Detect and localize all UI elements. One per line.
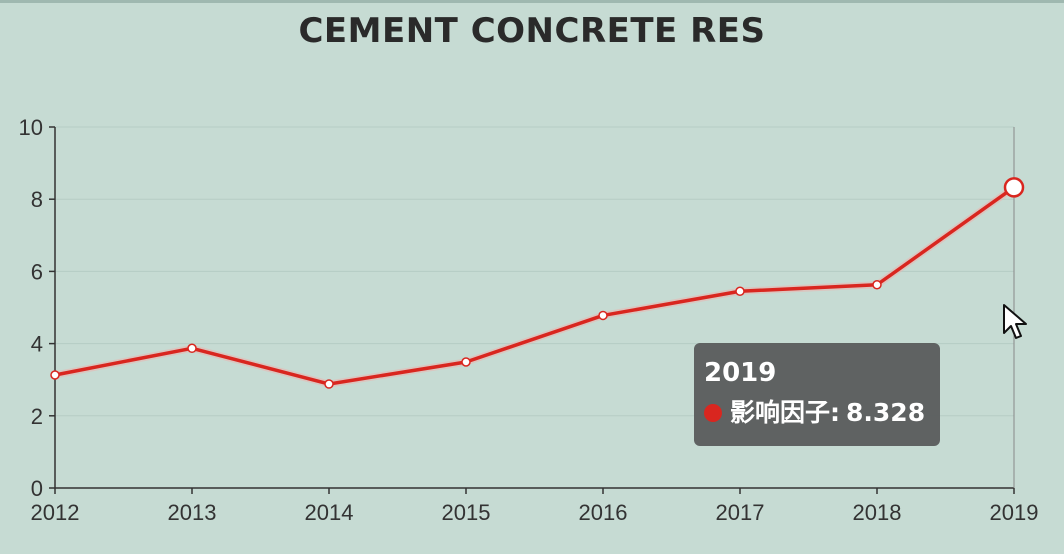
tooltip-value: 8.328 [846,398,926,427]
y-tick-label: 4 [31,332,43,357]
x-axis-ticks: 2012 2013 2014 2015 2016 2017 2018 2019 [31,488,1039,525]
line-chart: 0 2 4 6 8 10 2012 2013 2014 2015 2016 2017 2018 2019 [19,115,1039,525]
tooltip-separator: : [830,398,841,427]
data-point[interactable] [324,379,334,389]
x-tick-label: 2018 [853,500,902,525]
data-point[interactable] [598,310,608,321]
mouse-pointer-icon [1003,304,1027,339]
y-tick-label: 2 [31,404,43,429]
y-tick-label: 8 [31,187,43,212]
tooltip-row: 影响因子 : 8.328 [704,393,940,433]
data-point[interactable] [50,370,60,380]
series-line [54,185,1016,386]
x-tick-label: 2015 [442,500,491,525]
x-tick-label: 2016 [579,500,628,525]
chart-title: CEMENT CONCRETE RES [298,11,766,51]
data-point[interactable] [1003,177,1025,198]
data-point[interactable] [187,343,197,354]
x-tick-label: 2017 [716,500,765,525]
x-tick-label: 2012 [31,500,80,525]
tooltip-series-name: 影响因子 [730,398,831,427]
data-point[interactable] [735,286,745,297]
series-layer [50,177,1025,389]
data-point[interactable] [872,280,882,290]
tooltip: 2019 影响因子 : 8.328 [694,343,940,446]
x-tick-label: 2019 [990,500,1039,525]
y-tick-label: 10 [19,115,43,140]
x-tick-label: 2014 [305,500,354,525]
y-axis-ticks: 0 2 4 6 8 10 [19,115,55,501]
data-point[interactable] [461,357,471,367]
series-marker-icon [704,404,722,422]
y-tick-label: 0 [31,476,43,501]
y-tick-label: 6 [31,259,43,284]
x-tick-label: 2013 [168,500,217,525]
tooltip-title: 2019 [704,358,777,388]
